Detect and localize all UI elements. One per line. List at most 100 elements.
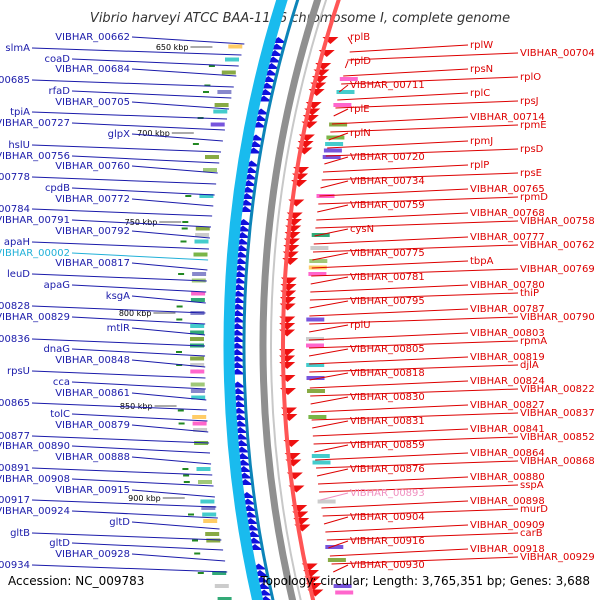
left-gene-label[interactable]: VIBHAR_00891 (0, 463, 30, 474)
right-gene-label[interactable]: VIBHAR_00803 (470, 328, 545, 339)
right-gene-label[interactable]: VIBHAR_00714 (470, 112, 545, 123)
left-gene-label[interactable]: VIBHAR_00877 (0, 431, 30, 442)
right-gene-label[interactable]: carB (520, 528, 543, 539)
right-gene-label[interactable]: VIBHAR_00769 (520, 264, 595, 275)
left-gene-label[interactable]: mtlR (107, 323, 130, 334)
right-gene-label[interactable]: murD (520, 504, 548, 515)
left-gene-label[interactable]: VIBHAR_00662 (55, 32, 130, 43)
right-gene-label[interactable]: VIBHAR_00864 (470, 448, 545, 459)
right-gene-label[interactable]: VIBHAR_00781 (350, 272, 425, 283)
right-gene-label[interactable]: VIBHAR_00831 (350, 416, 425, 427)
right-gene-label[interactable]: VIBHAR_00805 (350, 344, 425, 355)
left-gene-label[interactable]: VIBHAR_00928 (55, 549, 130, 560)
left-gene-label[interactable]: coaD (45, 54, 71, 65)
right-gene-label[interactable]: VIBHAR_00916 (350, 536, 425, 547)
left-gene-label[interactable]: hslU (8, 140, 30, 151)
right-gene-label[interactable]: rpmE (520, 120, 547, 131)
right-gene-label[interactable]: VIBHAR_00780 (470, 280, 545, 291)
right-gene-label[interactable]: VIBHAR_00711 (350, 80, 425, 91)
right-gene-label[interactable]: VIBHAR_00768 (470, 208, 545, 219)
left-gene-label[interactable]: VIBHAR_00778 (0, 172, 30, 183)
left-gene-label[interactable]: VIBHAR_00836 (0, 334, 30, 345)
right-gene-label[interactable]: VIBHAR_00876 (350, 464, 425, 475)
left-gene-label[interactable]: gltD (49, 538, 70, 549)
left-gene-label[interactable]: gltD (109, 517, 130, 528)
right-gene-label[interactable]: tbpA (470, 256, 494, 267)
right-gene-label[interactable]: djlA (520, 360, 539, 371)
left-gene-label[interactable]: tolC (50, 409, 70, 420)
right-gene-label[interactable]: rplW (470, 40, 493, 51)
right-gene-label[interactable]: rplC (470, 88, 490, 99)
right-gene-label[interactable]: VIBHAR_00790 (520, 312, 595, 323)
right-gene-label[interactable]: rplP (470, 160, 489, 171)
left-gene-label[interactable]: VIBHAR_00915 (55, 485, 130, 496)
right-gene-label[interactable]: rplB (350, 32, 370, 43)
right-gene-label[interactable]: VIBHAR_00898 (470, 496, 545, 507)
right-gene-label[interactable]: rpmJ (470, 136, 493, 147)
left-gene-label[interactable]: VIBHAR_00924 (0, 506, 70, 517)
right-gene-label[interactable]: VIBHAR_00734 (350, 176, 425, 187)
left-gene-label[interactable]: rpsU (7, 366, 30, 377)
left-gene-label[interactable]: VIBHAR_00791 (0, 215, 70, 226)
right-gene-label[interactable]: rplD (350, 56, 371, 67)
right-gene-label[interactable]: rplN (350, 128, 371, 139)
left-gene-label[interactable]: VIBHAR_00792 (55, 226, 130, 237)
left-gene-label[interactable]: cpdB (45, 183, 70, 194)
right-gene-label[interactable]: VIBHAR_00930 (350, 560, 425, 571)
right-gene-label[interactable]: VIBHAR_00765 (470, 184, 545, 195)
right-gene-label[interactable]: VIBHAR_00822 (520, 384, 595, 395)
right-gene-label[interactable]: VIBHAR_00759 (350, 200, 425, 211)
right-gene-label[interactable]: VIBHAR_00868 (520, 456, 595, 467)
right-gene-label[interactable]: VIBHAR_00909 (470, 520, 545, 531)
left-gene-label[interactable]: gltB (10, 528, 30, 539)
right-gene-label[interactable]: rpsJ (520, 96, 539, 107)
right-gene-label[interactable]: VIBHAR_00777 (470, 232, 545, 243)
right-gene-label[interactable]: sspA (520, 480, 544, 491)
left-gene-label[interactable]: dnaG (43, 344, 70, 355)
right-gene-label[interactable]: VIBHAR_00762 (520, 240, 595, 251)
right-gene-label[interactable]: VIBHAR_00819 (470, 352, 545, 363)
left-gene-label[interactable]: ksgA (106, 291, 130, 302)
right-gene-label[interactable]: VIBHAR_00795 (350, 296, 425, 307)
left-gene-label[interactable]: VIBHAR_00888 (55, 452, 130, 463)
right-gene-label[interactable]: VIBHAR_00775 (350, 248, 425, 259)
right-gene-label[interactable]: rplU (350, 320, 371, 331)
right-gene-label[interactable]: VIBHAR_00704 (520, 48, 595, 59)
right-gene-label[interactable]: VIBHAR_00929 (520, 552, 595, 563)
left-gene-label[interactable]: VIBHAR_00772 (55, 194, 130, 205)
right-gene-label[interactable]: rpmD (520, 192, 548, 203)
right-gene-label[interactable]: rpsE (520, 168, 542, 179)
right-gene-label[interactable]: VIBHAR_00837 (520, 408, 595, 419)
left-gene-label[interactable]: VIBHAR_00861 (55, 388, 130, 399)
left-gene-label[interactable]: apaH (4, 237, 30, 248)
left-gene-label[interactable]: VIBHAR_00685 (0, 75, 30, 86)
left-gene-label[interactable]: VIBHAR_00705 (55, 97, 130, 108)
left-gene-label[interactable]: VIBHAR_00756 (0, 151, 70, 162)
left-gene-label[interactable]: VIBHAR_00727 (0, 118, 70, 129)
left-gene-label[interactable]: VIBHAR_00784 (0, 204, 30, 215)
left-gene-label[interactable]: VIBHAR_00829 (0, 312, 70, 323)
left-gene-label[interactable]: apaG (44, 280, 70, 291)
left-gene-label[interactable]: VIBHAR_00684 (55, 64, 130, 75)
left-gene-label[interactable]: VIBHAR_00760 (55, 161, 130, 172)
right-gene-label[interactable]: rplE (350, 104, 370, 115)
left-gene-label[interactable]: cca (53, 377, 70, 388)
left-gene-label[interactable]: VIBHAR_00828 (0, 301, 30, 312)
right-gene-label[interactable]: thiP (520, 288, 539, 299)
left-gene-label[interactable]: VIBHAR_00848 (55, 355, 130, 366)
right-gene-label[interactable]: VIBHAR_00859 (350, 440, 425, 451)
right-gene-label[interactable]: VIBHAR_00918 (470, 544, 545, 555)
right-gene-label[interactable]: VIBHAR_00818 (350, 368, 425, 379)
left-gene-label[interactable]: VIBHAR_00890 (0, 441, 70, 452)
right-gene-label[interactable]: VIBHAR_00824 (470, 376, 545, 387)
left-gene-label[interactable]: VIBHAR_00817 (55, 258, 130, 269)
left-gene-label[interactable]: VIBHAR_00002 (0, 248, 70, 259)
right-gene-label[interactable]: VIBHAR_00758 (520, 216, 595, 227)
left-gene-label[interactable]: VIBHAR_00908 (0, 474, 70, 485)
right-gene-label[interactable]: VIBHAR_00893 (350, 488, 425, 499)
right-gene-label[interactable]: rpsN (470, 64, 493, 75)
right-gene-label[interactable]: VIBHAR_00880 (470, 472, 545, 483)
left-gene-label[interactable]: tpiA (10, 107, 30, 118)
left-gene-label[interactable]: VIBHAR_00879 (55, 420, 130, 431)
right-gene-label[interactable]: rplO (520, 72, 541, 83)
